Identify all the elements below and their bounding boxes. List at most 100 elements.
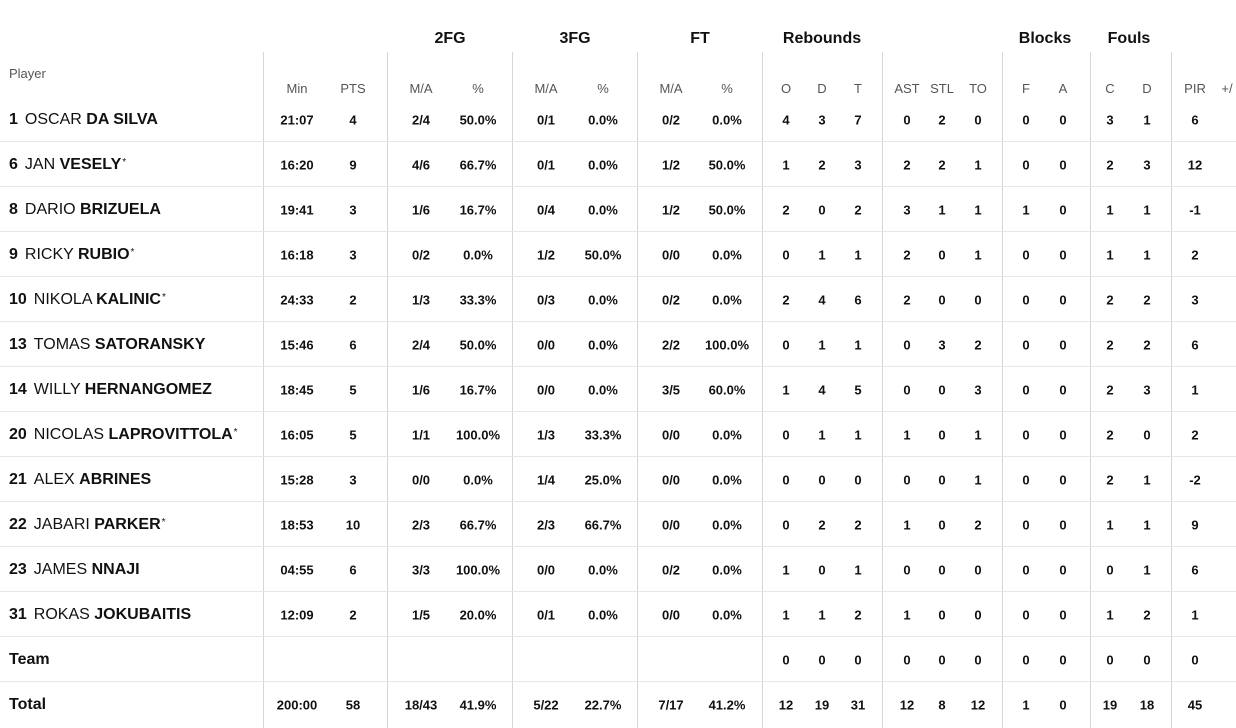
stat-to: 1 <box>974 247 982 262</box>
player-name[interactable]: 31 ROKAS JOKUBAITIS <box>9 606 192 624</box>
row-divider <box>0 366 1236 367</box>
player-row: 14 WILLY HERNANGOMEZ 18:45 5 1/6 16.7% 0/0 0.0%… <box>0 367 1236 412</box>
starter-marker: * <box>130 246 135 258</box>
group-header-fg3: 3FG <box>559 30 591 47</box>
stat-fg2-ma: 2/3 <box>411 517 431 532</box>
stat-pts: 5 <box>349 427 357 442</box>
stat-stl: 8 <box>938 697 946 712</box>
stat-pts: 10 <box>345 517 361 532</box>
player-name[interactable]: 22 JABARI PARKER* <box>9 516 166 534</box>
stat-min: 18:53 <box>280 517 314 532</box>
stat-pts: 2 <box>349 292 357 307</box>
stat-fg2-ma: 2/4 <box>411 337 431 352</box>
stat-stl: 0 <box>938 517 946 532</box>
stat-foul-d: 3 <box>1143 382 1151 397</box>
player-name[interactable]: 6 JAN VESELY* <box>9 156 126 174</box>
stat-ast: 2 <box>903 157 911 172</box>
column-header-blk-f: F <box>1022 81 1030 96</box>
stat-stl: 0 <box>938 247 946 262</box>
stat-reb-o: 0 <box>782 247 790 262</box>
total-row: Total 200:00 58 18/43 41.9% 5/22 22.7% 7/17 41.2… <box>0 682 1236 727</box>
stat-blk-a: 0 <box>1059 697 1067 712</box>
player-last-name: KALINIC <box>96 290 161 308</box>
player-first-name: RICKY <box>24 245 74 263</box>
stat-reb-t: 2 <box>854 607 862 622</box>
player-name[interactable]: 9 RICKY RUBIO* <box>9 246 134 264</box>
stat-fg3-pct: 25.0% <box>584 472 622 487</box>
stat-fg3-pct: 66.7% <box>584 517 622 532</box>
stat-to: 0 <box>974 112 982 127</box>
stat-to: 12 <box>970 697 986 712</box>
stat-pir: 1 <box>1191 382 1199 397</box>
player-row: 8 DARIO BRIZUELA 19:41 3 1/6 16.7% 0/4 0.0% 1/2 5… <box>0 187 1236 232</box>
stat-stl: 3 <box>938 337 946 352</box>
stat-stl: 2 <box>938 112 946 127</box>
player-number: 10 <box>9 290 27 308</box>
player-name[interactable]: 21 ALEX ABRINES <box>9 471 152 489</box>
stat-fg3-ma: 1/2 <box>536 247 556 262</box>
stat-stl: 1 <box>938 202 946 217</box>
player-row: 9 RICKY RUBIO* 16:18 3 0/2 0.0% 1/2 50.0% 0/0 0.0… <box>0 232 1236 277</box>
stat-fg2-ma: 3/3 <box>411 562 431 577</box>
stat-ft-ma: 1/2 <box>661 202 681 217</box>
stat-fg3-pct: 33.3% <box>584 427 622 442</box>
stat-stl: 0 <box>938 607 946 622</box>
stat-fg2-pct: 20.0% <box>459 607 497 622</box>
player-name[interactable]: 10 NIKOLA KALINIC* <box>9 291 166 309</box>
stat-reb-d: 0 <box>818 652 826 667</box>
stat-reb-o: 2 <box>782 292 790 307</box>
stat-pir: 45 <box>1187 697 1203 712</box>
stat-pir: -2 <box>1189 472 1201 487</box>
stat-ast: 2 <box>903 292 911 307</box>
player-number: 1 <box>9 110 18 128</box>
stat-reb-o: 0 <box>782 652 790 667</box>
stat-reb-t: 1 <box>854 562 862 577</box>
stat-fg2-pct: 66.7% <box>459 157 497 172</box>
player-name[interactable]: 23 JAMES NNAJI <box>9 561 141 579</box>
player-number: 21 <box>9 470 27 488</box>
group-header-fg2: 2FG <box>434 30 466 47</box>
stat-fg3-ma: 0/1 <box>536 607 556 622</box>
player-first-name: TOMAS <box>33 335 91 353</box>
stat-ft-ma: 0/2 <box>661 112 681 127</box>
player-number: 13 <box>9 335 27 353</box>
player-name[interactable]: 13 TOMAS SATORANSKY <box>9 336 206 354</box>
stat-to: 2 <box>974 517 982 532</box>
player-first-name: JAMES <box>33 560 88 578</box>
player-last-name: RUBIO <box>77 245 130 263</box>
player-name[interactable]: 8 DARIO BRIZUELA <box>9 201 162 219</box>
stat-blk-f: 0 <box>1022 517 1030 532</box>
stat-foul-c: 2 <box>1106 337 1114 352</box>
player-number: 31 <box>9 605 27 623</box>
stat-fg3-ma: 0/3 <box>536 292 556 307</box>
stat-fg2-pct: 33.3% <box>459 292 497 307</box>
stat-ft-ma: 7/17 <box>658 697 684 712</box>
row-divider <box>0 501 1236 502</box>
stat-reb-o: 0 <box>782 517 790 532</box>
stat-reb-d: 0 <box>818 202 826 217</box>
stat-reb-t: 1 <box>854 247 862 262</box>
stat-reb-d: 1 <box>818 337 826 352</box>
stat-pts: 4 <box>349 112 357 127</box>
stat-ft-pct: 0.0% <box>712 292 742 307</box>
stat-pts: 3 <box>349 202 357 217</box>
stat-fg2-ma: 1/6 <box>411 202 431 217</box>
stat-fg3-ma: 0/0 <box>536 337 556 352</box>
player-last-name: DA SILVA <box>86 110 158 128</box>
column-header-foul-c: C <box>1105 81 1115 96</box>
group-header-blk: Blocks <box>1018 30 1072 47</box>
player-name[interactable]: 14 WILLY HERNANGOMEZ <box>9 381 213 399</box>
player-first-name: OSCAR <box>24 110 82 128</box>
column-header-stl: STL <box>930 81 954 96</box>
player-name[interactable]: 1 OSCAR DA SILVA <box>9 111 159 129</box>
stat-blk-a: 0 <box>1059 517 1067 532</box>
stat-blk-a: 0 <box>1059 247 1067 262</box>
column-divider <box>762 52 763 728</box>
stat-pir: 6 <box>1191 337 1199 352</box>
player-name[interactable]: 20 NICOLAS LAPROVITTOLA* <box>9 426 238 444</box>
stat-blk-a: 0 <box>1059 562 1067 577</box>
stat-to: 2 <box>974 337 982 352</box>
stat-blk-a: 0 <box>1059 337 1067 352</box>
stat-fg3-pct: 0.0% <box>588 382 618 397</box>
